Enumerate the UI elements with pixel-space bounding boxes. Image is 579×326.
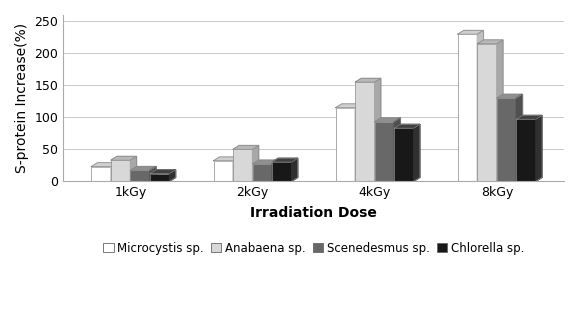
Polygon shape: [252, 145, 259, 181]
Polygon shape: [91, 163, 117, 167]
Polygon shape: [477, 30, 483, 181]
Bar: [497, 98, 516, 181]
Polygon shape: [111, 156, 137, 160]
Polygon shape: [497, 40, 503, 181]
Bar: [394, 128, 414, 181]
Polygon shape: [375, 118, 400, 122]
Bar: [91, 167, 111, 181]
Polygon shape: [414, 124, 420, 181]
Polygon shape: [477, 40, 503, 44]
Polygon shape: [233, 145, 259, 149]
Polygon shape: [497, 94, 522, 98]
Polygon shape: [130, 156, 137, 181]
Polygon shape: [292, 158, 298, 181]
Polygon shape: [252, 160, 278, 164]
Polygon shape: [170, 170, 175, 181]
Bar: [272, 162, 292, 181]
Legend: Microcystis sp., Anabaena sp., Scenedesmus sp., Chlorella sp.: Microcystis sp., Anabaena sp., Scenedesm…: [98, 237, 529, 259]
Bar: [233, 149, 252, 181]
Bar: [130, 170, 150, 181]
Bar: [150, 173, 170, 181]
Bar: [516, 119, 536, 181]
Bar: [375, 122, 394, 181]
Polygon shape: [516, 94, 522, 181]
Polygon shape: [130, 167, 156, 170]
Bar: [252, 164, 272, 181]
Y-axis label: S-protein Increase(%): S-protein Increase(%): [15, 23, 29, 173]
Bar: [111, 160, 130, 181]
Polygon shape: [516, 115, 542, 119]
Polygon shape: [272, 160, 278, 181]
Polygon shape: [536, 115, 542, 181]
Polygon shape: [375, 78, 381, 181]
Polygon shape: [458, 30, 483, 34]
Polygon shape: [355, 104, 361, 181]
Polygon shape: [394, 118, 400, 181]
Polygon shape: [355, 78, 381, 82]
Polygon shape: [150, 167, 156, 181]
Bar: [214, 161, 233, 181]
Polygon shape: [233, 157, 239, 181]
X-axis label: Irradiation Dose: Irradiation Dose: [250, 206, 377, 220]
Polygon shape: [336, 104, 361, 108]
Bar: [477, 44, 497, 181]
Polygon shape: [272, 158, 298, 162]
Bar: [336, 108, 355, 181]
Polygon shape: [214, 157, 239, 161]
Bar: [458, 34, 477, 181]
Bar: [355, 82, 375, 181]
Polygon shape: [394, 124, 420, 128]
Polygon shape: [150, 170, 175, 173]
Polygon shape: [111, 163, 117, 181]
